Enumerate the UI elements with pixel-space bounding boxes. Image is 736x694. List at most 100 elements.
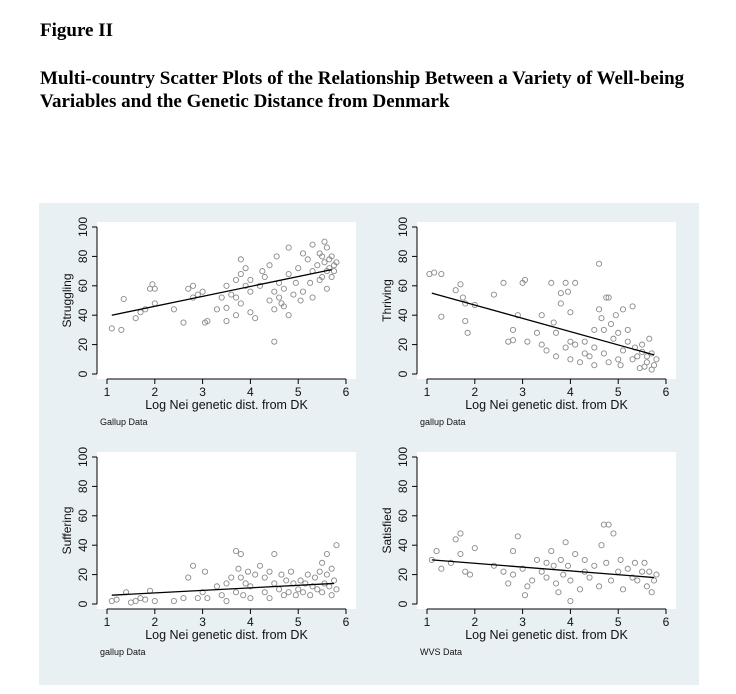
x-tick-label: 5 [295,385,302,399]
data-point [438,270,445,278]
data-point [567,598,574,605]
data-point [223,580,230,587]
data-point [189,282,197,289]
y-tick-label: 0 [396,370,410,377]
data-point [567,338,574,345]
x-tick-label: 6 [343,385,350,399]
data-point [309,241,316,248]
data-point [271,550,278,558]
x-tick-label: 5 [615,385,622,399]
data-point [259,268,266,275]
data-point [261,273,268,281]
data-point [278,571,285,578]
plot-area [97,222,356,379]
data-point [328,565,335,572]
data-point [529,577,536,584]
data-point [615,356,622,363]
data-point [457,281,464,288]
data-point [304,256,311,263]
data-point [297,297,304,304]
data-point [285,244,292,251]
data-point [213,306,220,313]
x-tick-label: 4 [567,615,574,629]
y-tick-label: 80 [396,479,410,493]
x-tick-label: 2 [151,385,158,399]
data-point [333,586,340,593]
data-point [624,338,631,345]
data-point [631,559,638,566]
data-point [151,598,158,605]
x-tick-label: 2 [151,615,158,629]
data-point [591,326,598,333]
fitted-line [111,268,332,316]
data-point [605,359,612,366]
data-point [596,583,603,590]
data-point [213,583,220,590]
data-point [639,341,646,348]
data-source-note: gallup Data [420,417,466,427]
data-point [113,596,120,603]
data-point [607,577,615,584]
y-tick-label: 80 [76,249,90,263]
data-point [132,598,139,605]
data-point [280,592,287,599]
data-point [576,359,584,366]
data-point [462,568,469,575]
data-point [607,320,615,328]
y-tick-label: 60 [396,279,410,293]
data-point [273,253,280,260]
data-point [309,294,316,301]
data-point [311,574,318,581]
data-point [550,319,557,326]
data-point [576,586,584,593]
data-point [562,539,569,546]
y-tick-label: 40 [396,538,410,552]
data-point [605,294,612,301]
data-point [204,595,211,602]
data-point [142,596,149,603]
data-point [509,337,517,344]
data-point [132,315,139,322]
data-point [323,550,330,558]
data-point [639,568,646,575]
data-point [629,303,636,310]
data-point [624,565,631,572]
data-point [555,589,562,596]
plot-area [97,452,356,609]
data-point [223,318,230,325]
data-point [151,285,158,292]
data-point [464,329,471,336]
data-point [543,347,550,354]
data-point [333,259,340,266]
data-point [247,309,254,316]
data-point [285,589,292,596]
data-point [244,568,252,575]
data-point [619,586,627,593]
data-point [452,287,459,294]
data-point [603,559,610,566]
data-point [242,282,249,289]
y-tick-label: 80 [76,479,90,493]
data-point [292,279,299,286]
data-point [560,571,567,578]
scatter-panel-suffering: 0 20 40 60 80 100 Suffering 1 2 3 4 5 6 Log Nei genet… [60,447,356,657]
x-tick-label: 5 [615,615,622,629]
data-point [189,562,197,569]
data-point [643,353,650,360]
data-point [185,285,192,292]
data-point [307,592,314,599]
y-tick-label: 0 [76,370,90,377]
data-point [615,329,622,336]
data-source-note: gallup Data [100,647,146,657]
data-point [108,325,115,332]
data-point [619,347,627,354]
data-point [266,262,273,269]
data-point [557,556,564,563]
data-point [204,318,211,325]
data-point [314,586,321,593]
data-point [598,542,605,549]
data-point [295,586,302,593]
plot-area [417,452,676,609]
data-point [295,265,302,272]
data-point [328,592,335,599]
